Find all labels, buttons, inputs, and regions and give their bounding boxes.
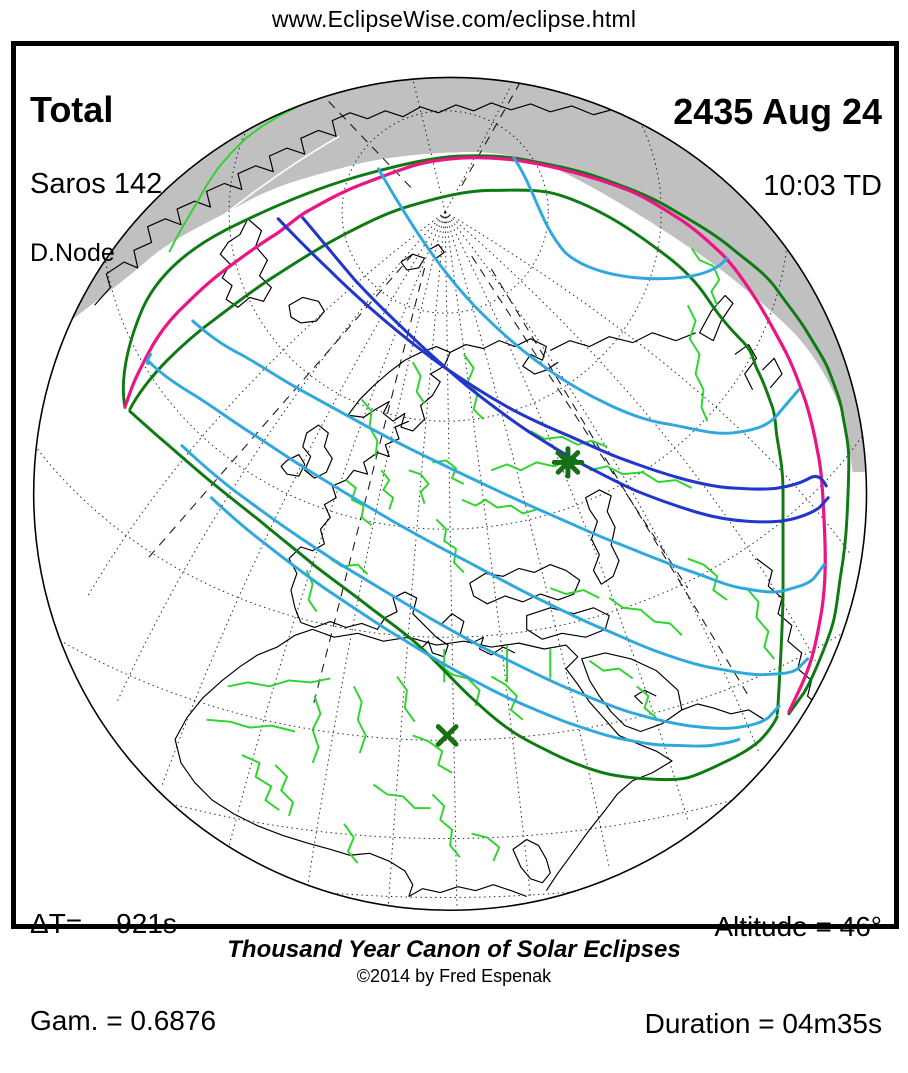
site-url: www.EclipseWise.com/eclipse.html [271,6,637,32]
eclipse-type: Total [30,89,114,131]
terminator-curve [123,155,827,714]
delta-t-line: ΔT= 921s [30,908,216,940]
gamma-line: Gam. = 0.6876 [30,1005,216,1037]
obscuration-contours [146,156,826,748]
greatest-eclipse-star-icon [551,446,585,479]
eclipse-map [32,76,868,912]
eclipse-info-top-left: Total Saros 142 D.Node [30,52,162,286]
duration-value: 04m35s [782,1008,882,1040]
subsolar-point-cross-icon [435,724,459,747]
eclipse-info-top-right: 2435 Aug 24 10:03 TD [673,54,882,222]
gamma-label: Gam. = [30,1005,123,1037]
country-borders [168,102,775,864]
eclipse-date: 2435 Aug 24 [673,91,882,133]
delta-t-label: ΔT= [30,907,83,939]
canon-title: Thousand Year Canon of Solar Eclipses [227,936,681,963]
eclipse-time: 10:03 TD [763,169,882,202]
node-type: D.Node [30,238,115,267]
globe-outline [32,76,868,912]
gamma-value: 0.6876 [130,1005,217,1037]
saros-series: Saros 142 [30,167,163,200]
eclipse-map-frame [11,41,899,929]
altitude-value: 46° [839,910,882,942]
penumbral-limit-curves [121,154,851,782]
duration-line: Duration = 04m35s [645,1008,882,1040]
edge-meridian-line [156,135,340,273]
altitude-line: Altitude = 46° [645,911,882,943]
graticule-meridians [86,79,852,909]
globe-disk [33,77,867,911]
duration-label: Duration = [644,1008,775,1040]
eclipse-page: { "header": { "url": "www.EclipseWise.co… [11,6,899,1040]
altitude-label: Altitude = [714,910,832,942]
coastlines [94,102,822,898]
copyright: ©2014 by Fred Espenak [356,966,552,986]
delta-t-value: 921s [116,907,177,939]
